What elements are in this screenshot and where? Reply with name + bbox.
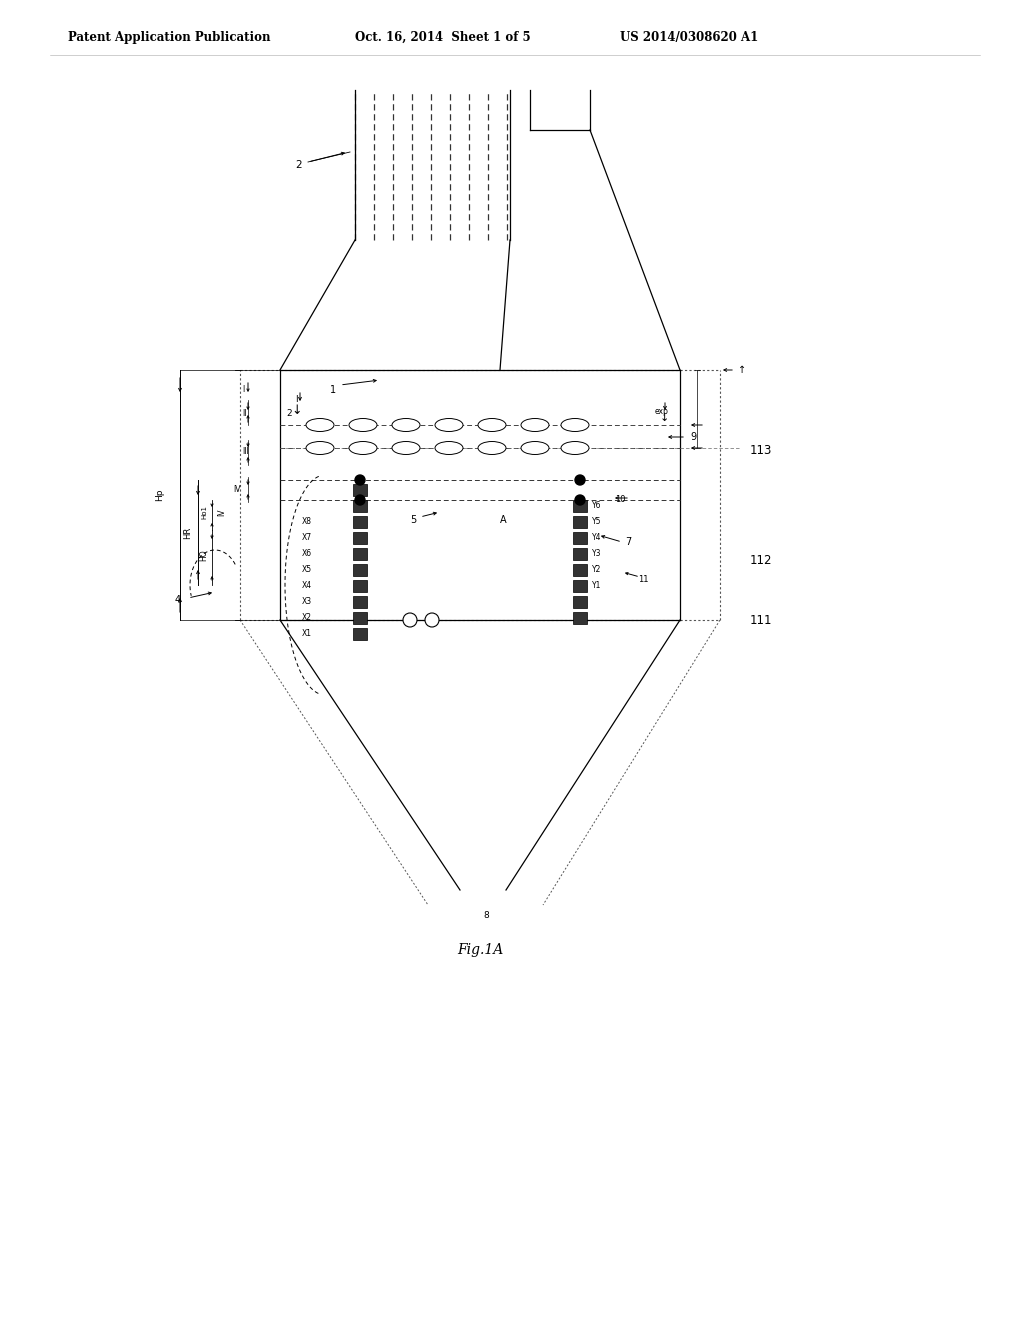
Text: ↑: ↑: [738, 366, 746, 375]
Bar: [573, 500, 587, 512]
Bar: [353, 597, 367, 609]
Bar: [573, 516, 587, 528]
Ellipse shape: [478, 441, 506, 454]
Text: ↓: ↓: [291, 404, 301, 417]
Text: Ho1: Ho1: [201, 506, 207, 519]
Ellipse shape: [521, 441, 549, 454]
Text: X3: X3: [302, 598, 312, 606]
Bar: [573, 548, 587, 560]
Ellipse shape: [521, 418, 549, 432]
Text: 112: 112: [750, 553, 772, 566]
Text: 10: 10: [615, 495, 626, 504]
Text: IV: IV: [217, 508, 226, 516]
Text: X2: X2: [302, 614, 312, 623]
Bar: [353, 564, 367, 576]
Bar: [353, 516, 367, 528]
Text: Y5: Y5: [592, 517, 601, 527]
Text: I: I: [242, 385, 245, 395]
Ellipse shape: [561, 441, 589, 454]
Bar: [353, 612, 367, 624]
Bar: [573, 564, 587, 576]
Circle shape: [575, 475, 585, 484]
Text: Oct. 16, 2014  Sheet 1 of 5: Oct. 16, 2014 Sheet 1 of 5: [355, 30, 530, 44]
Circle shape: [403, 612, 417, 627]
Bar: [353, 579, 367, 591]
Ellipse shape: [392, 441, 420, 454]
Text: 2: 2: [286, 408, 292, 417]
Text: HR: HR: [183, 527, 193, 539]
Text: 11: 11: [638, 576, 648, 585]
Ellipse shape: [435, 418, 463, 432]
Ellipse shape: [392, 418, 420, 432]
Bar: [573, 597, 587, 609]
Text: exp: exp: [655, 408, 669, 417]
Text: Y2: Y2: [592, 565, 601, 574]
Text: III: III: [242, 447, 249, 457]
Text: Hp: Hp: [156, 488, 165, 502]
Bar: [353, 548, 367, 560]
Ellipse shape: [478, 418, 506, 432]
Text: 7: 7: [625, 537, 631, 546]
Text: Fig.1A: Fig.1A: [457, 942, 503, 957]
Bar: [353, 500, 367, 512]
Text: Patent Application Publication: Patent Application Publication: [68, 30, 270, 44]
Bar: [573, 612, 587, 624]
Text: I: I: [295, 396, 298, 404]
Text: US 2014/0308620 A1: US 2014/0308620 A1: [620, 30, 758, 44]
Circle shape: [355, 475, 365, 484]
Text: 5: 5: [410, 515, 416, 525]
Text: 4: 4: [175, 595, 181, 605]
Text: X8: X8: [302, 517, 312, 527]
Text: Y1: Y1: [592, 582, 601, 590]
Ellipse shape: [349, 418, 377, 432]
Bar: [353, 628, 367, 640]
Bar: [353, 532, 367, 544]
Text: X4: X4: [302, 582, 312, 590]
Ellipse shape: [349, 441, 377, 454]
Circle shape: [575, 495, 585, 506]
Text: 1: 1: [330, 385, 336, 395]
Ellipse shape: [435, 441, 463, 454]
Ellipse shape: [306, 441, 334, 454]
Text: X7: X7: [302, 533, 312, 543]
Text: 2: 2: [295, 160, 302, 170]
Ellipse shape: [561, 418, 589, 432]
Text: A: A: [500, 515, 507, 525]
Text: X5: X5: [302, 565, 312, 574]
Circle shape: [425, 612, 439, 627]
Text: 8: 8: [483, 911, 488, 920]
Text: 111: 111: [750, 614, 772, 627]
Circle shape: [355, 495, 365, 506]
Text: X1: X1: [302, 630, 312, 639]
Text: HO: HO: [200, 549, 209, 561]
Bar: [573, 532, 587, 544]
Text: II: II: [242, 408, 247, 417]
Bar: [353, 484, 367, 496]
Text: 9: 9: [690, 432, 696, 442]
Text: Y6: Y6: [592, 502, 601, 511]
Text: ↓: ↓: [660, 413, 670, 422]
Text: IV: IV: [233, 486, 241, 495]
Bar: [573, 579, 587, 591]
Text: Y4: Y4: [592, 533, 601, 543]
Text: 113: 113: [750, 444, 772, 457]
Text: X6: X6: [302, 549, 312, 558]
Text: Y3: Y3: [592, 549, 601, 558]
Ellipse shape: [306, 418, 334, 432]
